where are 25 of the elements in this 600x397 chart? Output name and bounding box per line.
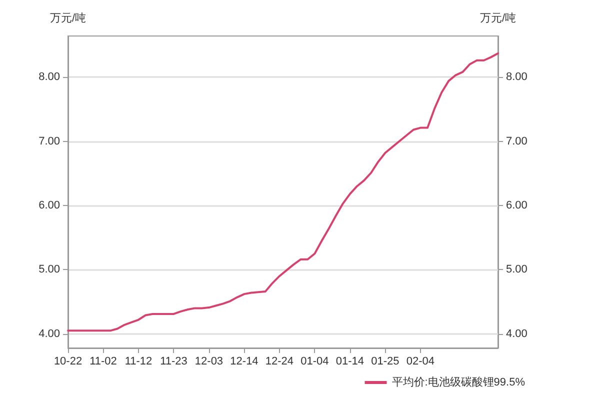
x-tick-label: 12-03 [194, 356, 224, 368]
y2-tick-label: 7.00 [506, 135, 528, 148]
y-tick-label: 6.00 [38, 199, 60, 212]
y2-axis-title: 万元/吨 [480, 12, 516, 24]
x-tick-label: 01-04 [300, 356, 329, 368]
y-tick-label: 4.00 [38, 328, 60, 340]
y2-tick-label: 4.00 [506, 328, 528, 340]
legend-label: 平均价:电池级碳酸锂99.5% [392, 376, 526, 388]
x-tick-label: 12-24 [265, 356, 294, 368]
y2-tick-label: 6.00 [506, 199, 528, 212]
y-tick-label: 7.00 [38, 135, 60, 148]
y-tick-label: 5.00 [38, 264, 60, 276]
x-tick-label: 01-14 [336, 356, 364, 368]
x-tick-label: 11-23 [160, 356, 188, 368]
y2-tick-label: 5.00 [506, 264, 528, 276]
x-tick-label: 02-04 [406, 356, 435, 368]
line-series [67, 52, 499, 332]
x-tick-label: 11-12 [124, 356, 152, 368]
y2-tick-label: 8.00 [506, 71, 528, 84]
x-tick-label: 10-22 [54, 356, 82, 368]
x-tick-label: 01-25 [371, 356, 400, 368]
x-tick-label: 11-02 [90, 356, 117, 368]
y-tick-label: 8.00 [38, 71, 60, 84]
y-axis-title: 万元/吨 [50, 12, 86, 24]
x-tick-label: 12-14 [230, 356, 258, 368]
